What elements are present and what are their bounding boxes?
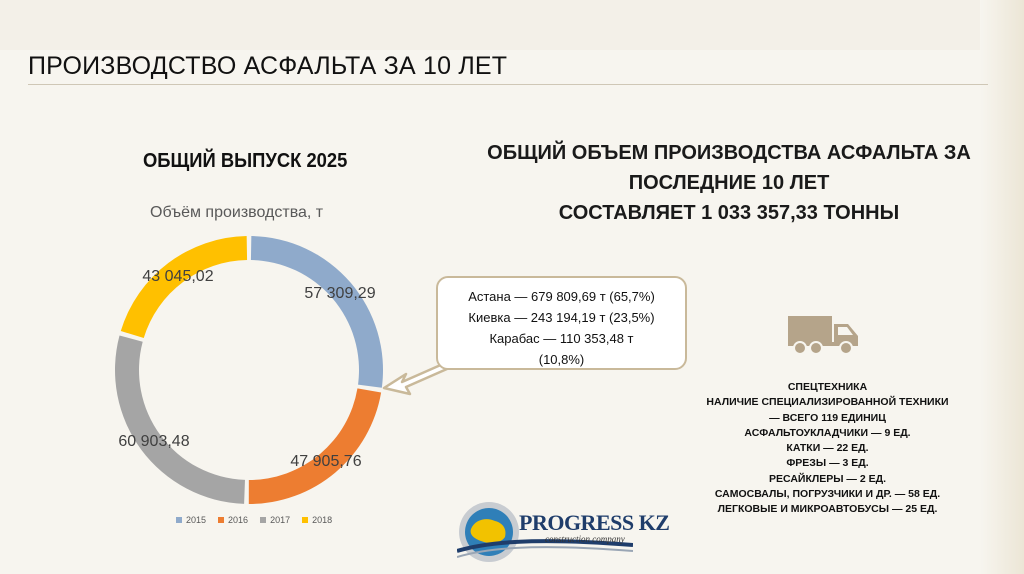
equipment-list: СПЕЦТЕХНИКА НАЛИЧИЕ СПЕЦИАЛИЗИРОВАННОЙ Т… xyxy=(680,380,975,518)
legend-label: 2017 xyxy=(270,515,291,525)
slice-value-label: 47 905,76 xyxy=(290,453,361,470)
slice-value-label: 60 903,48 xyxy=(118,433,189,450)
equipment-line: ФРЕЗЫ — 3 ЕД. xyxy=(786,457,869,470)
equipment-line: СПЕЦТЕХНИКА xyxy=(787,381,868,393)
donut-slice-2016 xyxy=(248,388,382,504)
equipment-line: АСФАЛЬТОУКЛАДЧИКИ — 9 ЕД. xyxy=(744,426,911,439)
slice-value-label: 57 309,29 xyxy=(304,285,375,302)
headline-line: СОСТАВЛЯЕТ 1 033 357,33 ТОННЫ xyxy=(558,202,900,224)
equipment-line: — ВСЕГО 119 ЕДИНИЦ xyxy=(769,411,886,424)
company-logo xyxy=(457,502,633,562)
section-title: ОБЩИЙ ВЫПУСК 2025 xyxy=(143,150,348,172)
title-divider xyxy=(28,84,988,85)
legend-swatch xyxy=(176,517,182,523)
donut-slice-2015 xyxy=(250,236,383,388)
legend-item-2017: 2017 xyxy=(260,515,290,525)
donut-slice-2017 xyxy=(114,335,245,504)
truck-icon xyxy=(788,316,858,355)
equipment-line: ЛЕГКОВЫЕ И МИКРОАВТОБУСЫ — 25 ЕД. xyxy=(717,503,938,516)
equipment-line: САМОСВАЛЫ, ПОГРУЗЧИКИ И ДР. — 58 ЕД. xyxy=(714,488,941,501)
legend-label: 2015 xyxy=(186,515,207,525)
donut-slice-2018 xyxy=(120,236,248,338)
chart-legend: 2015 2016 2017 2018 xyxy=(176,515,332,525)
site-breakdown-callout: Астана — 679 809,69 т (65,7%) Киевка — 2… xyxy=(436,276,687,370)
callout-line: Киевка — 243 194,19 т (23,5%) xyxy=(468,310,655,325)
callout-line: Астана — 679 809,69 т (65,7%) xyxy=(468,289,655,304)
legend-label: 2018 xyxy=(312,515,333,525)
legend-item-2015: 2015 xyxy=(176,515,206,525)
equipment-line: НАЛИЧИЕ СПЕЦИАЛИЗИРОВАННОЙ ТЕХНИКИ xyxy=(706,396,949,409)
legend-swatch xyxy=(218,517,225,523)
legend-swatch xyxy=(260,517,267,523)
headline-line: ОБЩИЙ ОБЪЕМ ПРОИЗВОДСТВА АСФАЛЬТА ЗА xyxy=(487,142,971,164)
header-band xyxy=(0,0,1024,50)
legend-item-2016: 2016 xyxy=(218,515,248,525)
decorative-side-bar xyxy=(980,0,1024,574)
legend-item-2018: 2018 xyxy=(302,515,332,525)
chart-title: Объём производства, т xyxy=(150,204,324,221)
legend-label: 2016 xyxy=(228,515,249,525)
callout-line: (10,8%) xyxy=(538,352,585,367)
total-volume-headline: ОБЩИЙ ОБЪЕМ ПРОИЗВОДСТВА АСФАЛЬТА ЗА ПОС… xyxy=(455,138,1003,228)
slice-value-label: 43 045,02 xyxy=(142,268,213,285)
legend-swatch xyxy=(302,517,309,523)
logo-name: PROGRESS KZ xyxy=(519,510,670,535)
headline-line: ПОСЛЕДНИЕ 10 ЛЕТ xyxy=(628,172,830,194)
logo-subtitle: construction company xyxy=(545,534,625,544)
equipment-line: КАТКИ — 22 ЕД. xyxy=(786,442,869,455)
equipment-line: РЕСАЙКЛЕРЫ — 2 ЕД. xyxy=(768,472,886,485)
callout-line: Карабас — 110 353,48 т xyxy=(489,331,634,346)
page-title: ПРОИЗВОДСТВО АСФАЛЬТА ЗА 10 ЛЕТ xyxy=(28,52,508,80)
